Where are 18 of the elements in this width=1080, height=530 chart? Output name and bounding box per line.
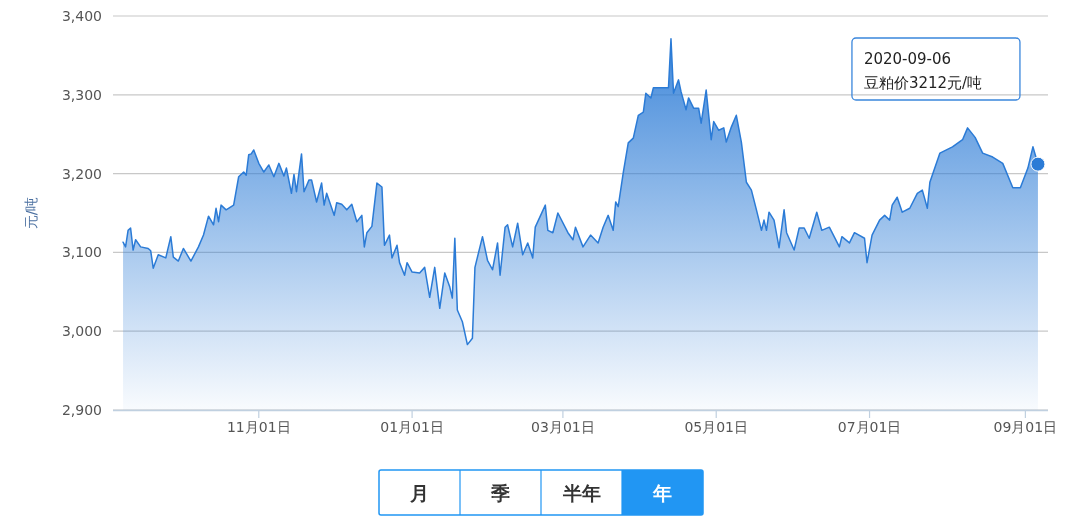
x-tick-label: 11月01日 — [226, 419, 291, 435]
y-tick-label: 3,400 — [61, 8, 102, 24]
text: 月 — [409, 482, 429, 504]
x-tick-label: 07月01日 — [837, 419, 902, 435]
x-tick-label: 03月01日 — [531, 419, 595, 435]
text: 年 — [652, 482, 672, 504]
x-tick-label: 09月01日 — [993, 419, 1058, 435]
x-tick-label: 01月01日 — [380, 419, 444, 435]
y-tick-label: 3,100 — [61, 244, 102, 261]
y-tick-label: 3,200 — [61, 165, 102, 182]
text: 季 — [490, 482, 510, 504]
y-tick-label: 3,300 — [61, 86, 102, 103]
annotation: 2020-09-06 豆粕价3212元/吨 — [863, 50, 983, 92]
x-tick-label: 05月01日 — [684, 419, 749, 435]
y-tick-label: 2,900 — [61, 402, 102, 418]
y-tick-label: 3,000 — [61, 323, 102, 340]
y-axis-title: 元/吨 — [23, 196, 39, 230]
text: 半年 — [561, 482, 601, 504]
